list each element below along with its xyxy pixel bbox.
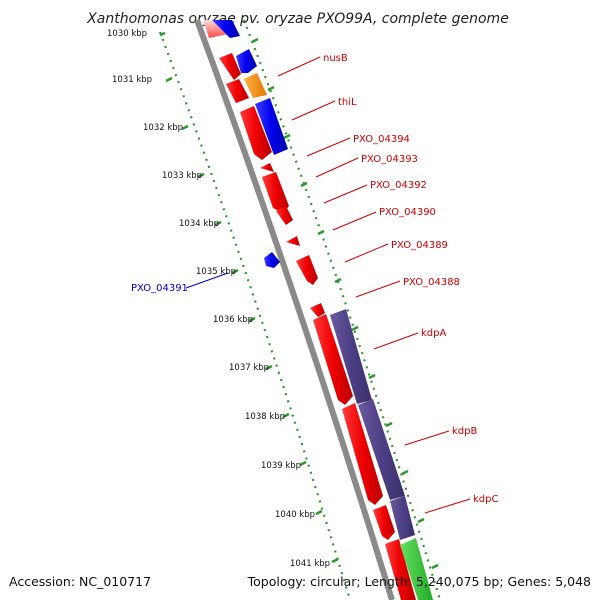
gene-label-kdpB[interactable]: kdpB (452, 426, 477, 437)
gene-feature[interactable] (219, 53, 241, 80)
gene-label-kdpC[interactable]: kdpC (473, 494, 498, 505)
gene-feature[interactable] (330, 309, 372, 404)
scale-label-1035: 1035 kbp (196, 267, 236, 277)
scale-major-ticks (159, 31, 339, 564)
gene-feature[interactable] (342, 403, 383, 505)
gene-label-pxo-04392[interactable]: PXO_04392 (370, 180, 427, 191)
gene-feature[interactable] (310, 303, 325, 317)
scale-label-1036: 1036 kbp (213, 315, 253, 325)
gene-feature[interactable] (262, 172, 289, 213)
gene-label-pxo-04393[interactable]: PXO_04393 (361, 154, 418, 165)
gene-feature[interactable] (260, 163, 274, 172)
scale-label-1037: 1037 kbp (229, 363, 269, 373)
forward-strand-features (212, 20, 433, 600)
gene-feature[interactable] (286, 236, 300, 246)
gene-feature[interactable] (358, 399, 405, 500)
gene-label-thiL[interactable]: thiL (338, 97, 357, 108)
reverse-strand-features (203, 20, 416, 600)
genome-backbone (194, 18, 395, 600)
gene-feature[interactable] (212, 20, 240, 38)
scale-label-1033: 1033 kbp (162, 171, 202, 181)
gene-feature[interactable] (240, 106, 272, 160)
scale-dotted-line (158, 31, 352, 600)
genome-summary-text: Topology: circular; Length: 5,240,075 bp… (247, 574, 591, 589)
gene-label-kdpA[interactable]: kdpA (421, 328, 446, 339)
scale-label-1031: 1031 kbp (112, 75, 152, 85)
gene-label-pxo-04389[interactable]: PXO_04389 (391, 240, 448, 251)
gene-label-nusB[interactable]: nusB (323, 53, 348, 64)
gene-label-pxo-04394[interactable]: PXO_04394 (353, 134, 410, 145)
gene-feature[interactable] (373, 505, 395, 540)
gene-label-pxo-04391[interactable]: PXO_04391 (131, 283, 188, 294)
map-title: Xanthomonas oryzae pv. oryzae PXO99A, co… (86, 11, 509, 27)
scale-label-1040: 1040 kbp (275, 510, 315, 520)
gene-feature[interactable] (244, 73, 267, 98)
outer-track (242, 19, 442, 600)
gene-feature[interactable] (226, 79, 249, 103)
gene-feature[interactable] (255, 98, 288, 155)
scale-label-1032: 1032 kbp (143, 123, 183, 133)
gene-label-pxo-04388[interactable]: PXO_04388 (403, 277, 460, 288)
gene-feature[interactable] (390, 496, 415, 540)
gene-feature[interactable] (313, 314, 353, 405)
scale-label-1030: 1030 kbp (107, 29, 147, 39)
scale-label-1041: 1041 kbp (290, 559, 330, 569)
gene-feature[interactable] (276, 206, 293, 225)
accession-text: Accession: NC_010717 (9, 574, 151, 589)
gene-label-pxo-04390[interactable]: PXO_04390 (379, 207, 436, 218)
gene-feature[interactable] (296, 255, 318, 285)
scale-track: 1030 kbp 1031 kbp 1032 kbp 1033 kbp 1034… (107, 29, 352, 600)
outer-dotted-line (242, 19, 442, 600)
scale-label-1034: 1034 kbp (179, 219, 219, 229)
gene-feature[interactable] (264, 252, 280, 268)
outer-major-ticks (251, 37, 439, 570)
gene-feature[interactable] (400, 538, 433, 600)
gene-feature[interactable] (385, 539, 416, 600)
gene-label-lines (185, 56, 471, 514)
scale-label-1039: 1039 kbp (261, 461, 301, 471)
scale-label-1038: 1038 kbp (245, 412, 285, 422)
gene-feature[interactable] (236, 49, 257, 73)
